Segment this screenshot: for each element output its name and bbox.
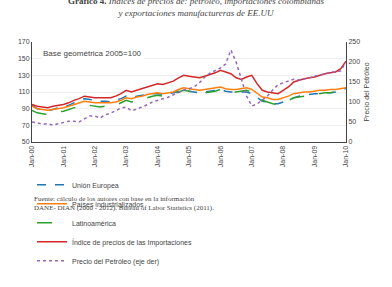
svg-text:Jan-07: Jan-07 bbox=[248, 146, 255, 168]
svg-text:Precio del Petróleo: Precio del Petróleo bbox=[363, 62, 370, 121]
svg-text:Unión Europea: Unión Europea bbox=[72, 182, 119, 190]
svg-text:90: 90 bbox=[22, 105, 30, 112]
svg-text:Jan-04: Jan-04 bbox=[154, 146, 161, 168]
svg-text:Jan-01: Jan-01 bbox=[60, 146, 67, 168]
svg-text:110: 110 bbox=[18, 88, 29, 95]
svg-text:Precio del Petróleo (eje der): Precio del Petróleo (eje der) bbox=[72, 258, 159, 266]
svg-text:Jan-06: Jan-06 bbox=[217, 146, 224, 168]
svg-text:Jan-09: Jan-09 bbox=[311, 146, 318, 168]
svg-text:Gráfico 4. Índices de precios: Gráfico 4. Índices de precios de: petról… bbox=[68, 0, 325, 18]
svg-text:Jan-03: Jan-03 bbox=[122, 146, 129, 168]
svg-text:250: 250 bbox=[348, 38, 360, 45]
svg-text:0: 0 bbox=[348, 138, 352, 145]
svg-text:Índice de precios de las Impor: Índice de precios de las Importaciones bbox=[72, 238, 192, 247]
svg-text:Jan-02: Jan-02 bbox=[91, 146, 98, 168]
svg-text:100: 100 bbox=[348, 98, 360, 105]
svg-text:170: 170 bbox=[18, 38, 30, 45]
svg-text:150: 150 bbox=[18, 55, 30, 62]
svg-text:Base geométrica 2005=100: Base geométrica 2005=100 bbox=[43, 49, 142, 58]
svg-text:Fuente: cálculo de los autores: Fuente: cálculo de los autores con base … bbox=[34, 195, 214, 212]
svg-text:200: 200 bbox=[348, 58, 360, 65]
svg-text:130: 130 bbox=[18, 72, 30, 79]
svg-text:Países industrializados: Países industrializados bbox=[72, 201, 144, 208]
svg-text:Jan-05: Jan-05 bbox=[185, 146, 192, 168]
svg-text:50: 50 bbox=[348, 118, 356, 125]
svg-text:Jan-10: Jan-10 bbox=[342, 146, 349, 168]
svg-text:Jan-08: Jan-08 bbox=[279, 146, 286, 168]
svg-text:50: 50 bbox=[22, 138, 30, 145]
svg-text:70: 70 bbox=[22, 122, 30, 129]
svg-text:150: 150 bbox=[348, 78, 360, 85]
svg-text:Jan-00: Jan-00 bbox=[28, 146, 35, 168]
svg-text:Latinoamérica: Latinoamérica bbox=[72, 220, 116, 227]
